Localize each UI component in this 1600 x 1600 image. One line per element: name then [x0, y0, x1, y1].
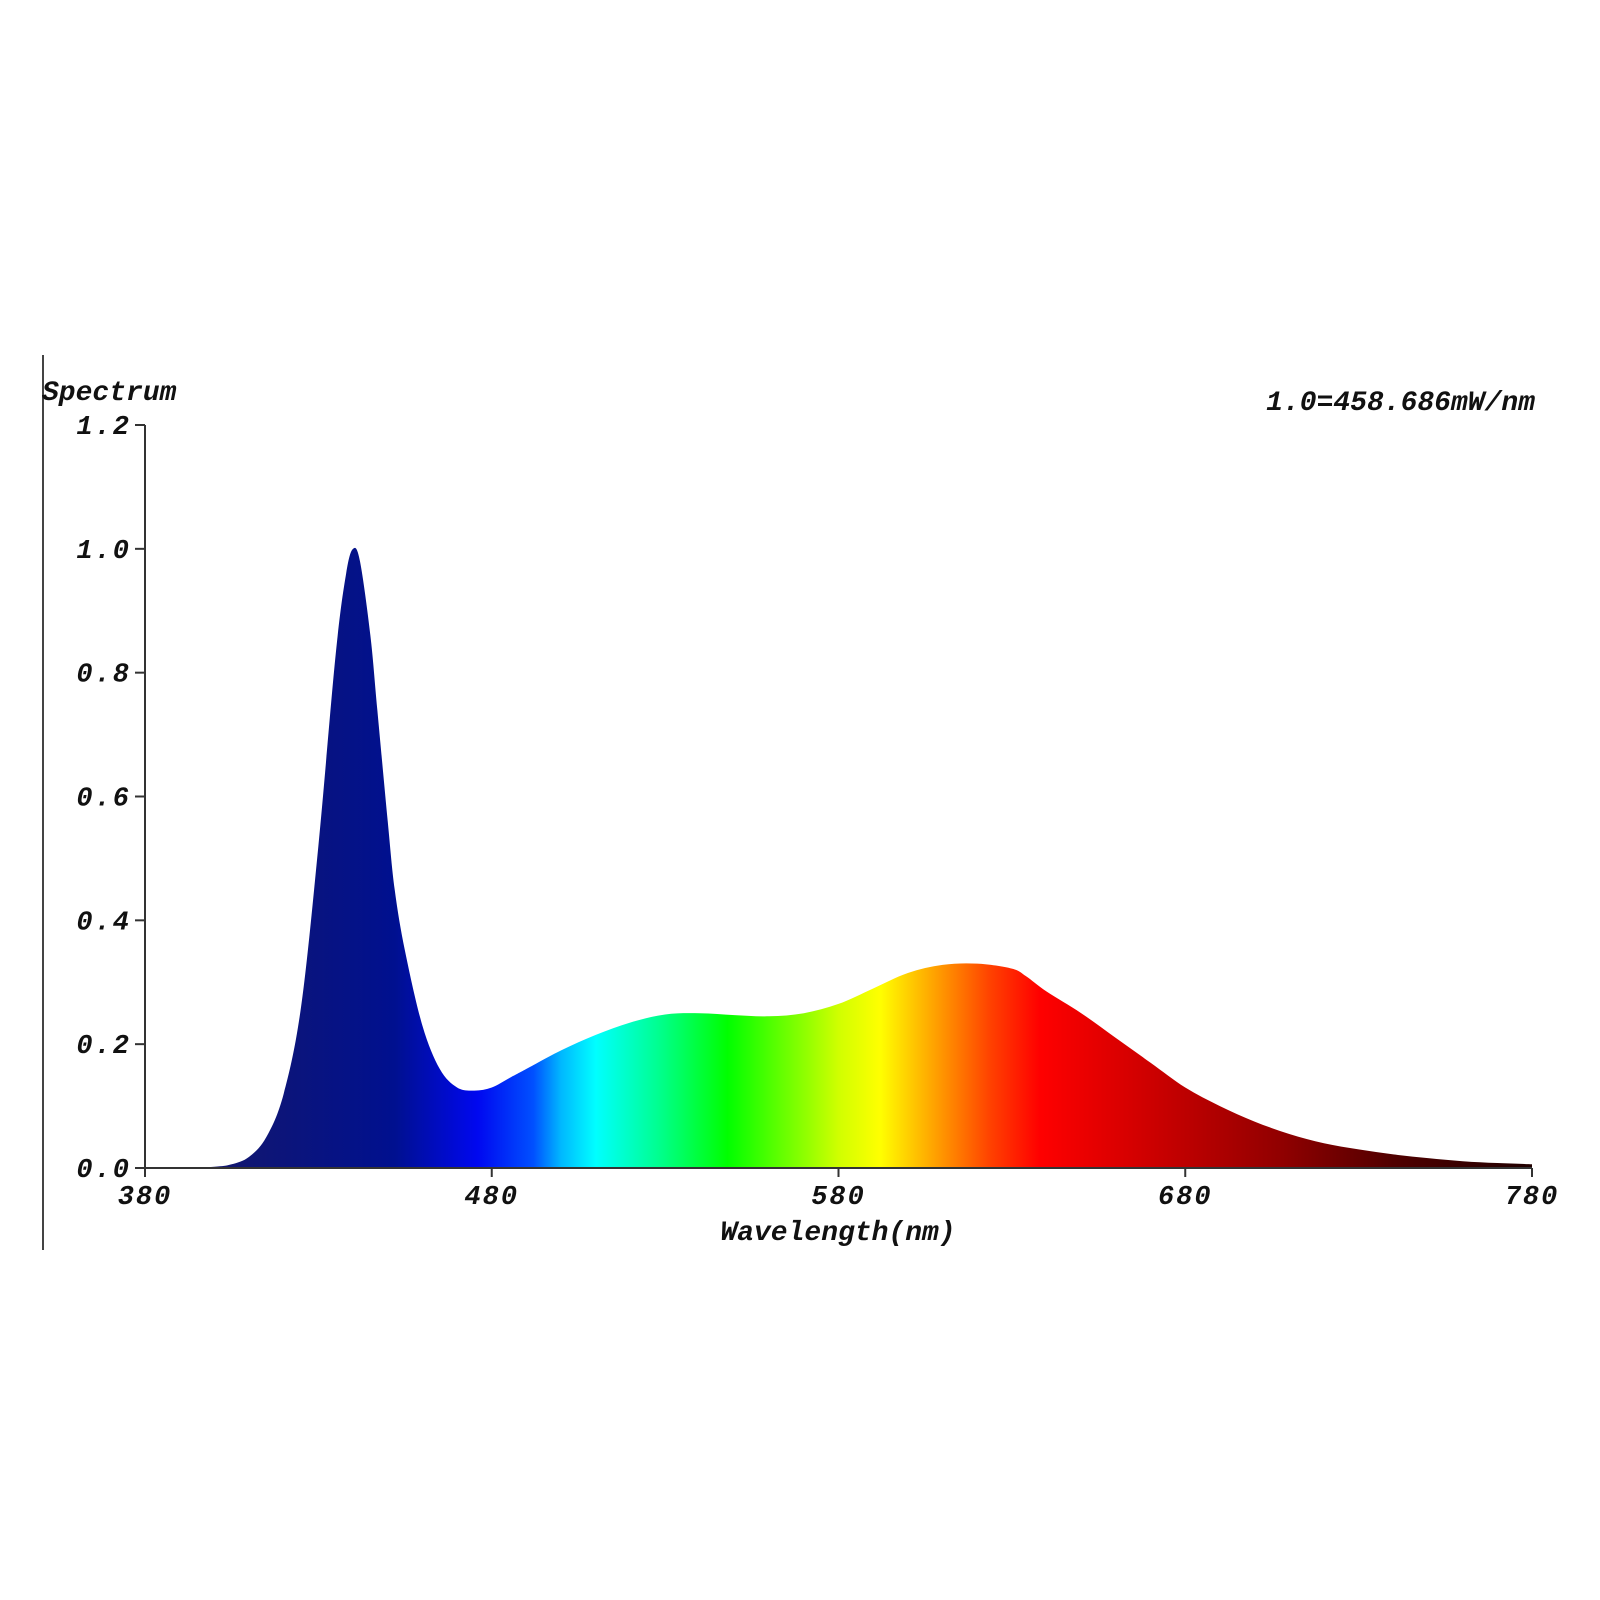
x-tick-label: 580 [811, 1183, 866, 1213]
x-tick-label: 780 [1505, 1183, 1560, 1213]
spectrum-area [145, 547, 1532, 1168]
y-tick-label: 1.2 [76, 413, 131, 443]
x-tick-group: 380 480 580 680 780 [118, 1168, 1560, 1213]
y-tick-group: 0.0 0.2 0.4 0.6 0.8 1.0 1.2 [76, 413, 145, 1186]
x-tick-label: 380 [118, 1183, 173, 1213]
y-axis-title: Spectrum [42, 378, 177, 409]
x-tick-label: 680 [1158, 1183, 1213, 1213]
y-tick-label: 1.0 [76, 537, 131, 567]
x-tick-label: 480 [464, 1183, 519, 1213]
y-tick-label: 0.4 [76, 908, 131, 938]
y-tick-label: 0.8 [76, 661, 131, 691]
y-tick-label: 0.0 [76, 1156, 131, 1186]
y-tick-label: 0.2 [76, 1032, 131, 1062]
scale-annotation: 1.0=458.686mW/nm [1266, 388, 1535, 419]
x-axis-title: Wavelength(nm) [720, 1218, 955, 1249]
y-tick-label: 0.6 [76, 785, 131, 815]
